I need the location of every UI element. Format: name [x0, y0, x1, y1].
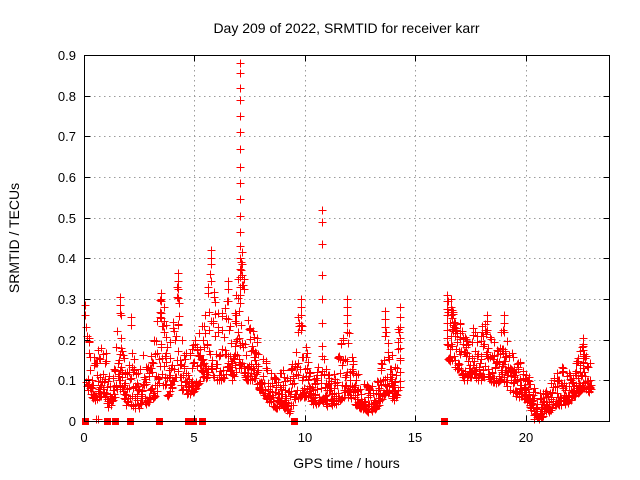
y-tick-label: 0.3 — [58, 292, 76, 307]
x-tick-label: 10 — [298, 430, 312, 445]
y-tick-label: 0.8 — [58, 89, 76, 104]
y-tick-label: 0.5 — [58, 211, 76, 226]
x-tick-label: 0 — [80, 430, 87, 445]
y-tick-label: 0 — [69, 414, 76, 429]
zero-square-markers — [82, 418, 448, 425]
y-tick-label: 0.7 — [58, 129, 76, 144]
x-tick-label: 20 — [519, 430, 533, 445]
x-tick-label: 5 — [190, 430, 197, 445]
y-tick-label: 0.4 — [58, 251, 76, 266]
y-tick-label: 0.2 — [58, 333, 76, 348]
x-axis-label: GPS time / hours — [293, 455, 400, 471]
y-tick-label: 0.6 — [58, 170, 76, 185]
y-tick-label: 0.9 — [58, 48, 76, 63]
scatter-points — [81, 59, 596, 424]
y-tick-label: 0.1 — [58, 373, 76, 388]
x-tick-label: 15 — [408, 430, 422, 445]
plot-border — [84, 55, 610, 422]
chart-title: Day 209 of 2022, SRMTID for receiver kar… — [213, 20, 480, 36]
